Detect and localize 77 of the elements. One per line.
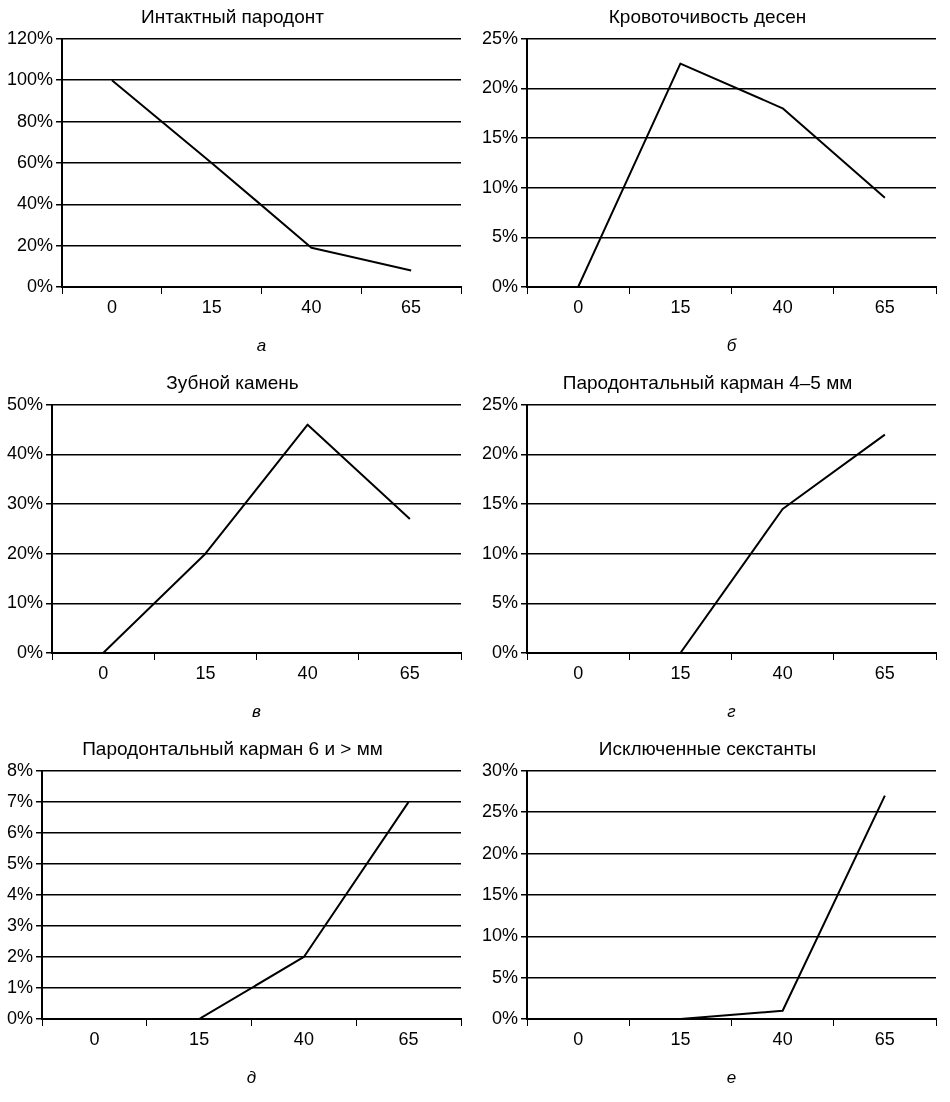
- x-axis-title: г: [727, 701, 736, 721]
- x-tick-label: 0: [573, 662, 584, 683]
- x-tick-label: 0: [89, 1028, 100, 1049]
- y-tick-label: 15%: [482, 127, 519, 148]
- y-tick-label: 3%: [7, 914, 34, 935]
- y-tick-label: 8%: [7, 759, 34, 780]
- y-tick-label: 0%: [492, 275, 519, 296]
- y-tick-label: 6%: [7, 821, 34, 842]
- y-tick-label: 20%: [482, 443, 519, 464]
- y-tick-label: 10%: [482, 542, 519, 563]
- x-tick-label: 15: [670, 662, 691, 683]
- y-tick-label: 10%: [7, 592, 44, 613]
- y-tick-label: 5%: [492, 966, 519, 987]
- y-tick-label: 0%: [492, 1007, 519, 1028]
- y-tick-label: 7%: [7, 790, 34, 811]
- y-tick-label: 60%: [17, 151, 54, 172]
- chart-title: Зубной камень: [166, 371, 299, 393]
- y-tick-label: 25%: [482, 27, 519, 48]
- y-tick-label: 0%: [492, 641, 519, 662]
- y-tick-label: 80%: [17, 110, 54, 131]
- y-tick-label: 0%: [7, 1007, 34, 1028]
- x-tick-label: 0: [573, 1028, 584, 1049]
- x-axis-title: е: [726, 1067, 737, 1087]
- x-tick-label: 40: [297, 662, 318, 683]
- chart-title: Кровоточивость десен: [608, 5, 807, 27]
- x-tick-label: 40: [293, 1028, 314, 1049]
- y-tick-label: 10%: [482, 176, 519, 197]
- x-tick-label: 65: [401, 296, 422, 317]
- y-tick-label: 100%: [6, 69, 54, 90]
- x-axis-title: а: [256, 335, 267, 355]
- x-tick-label: 15: [670, 1028, 691, 1049]
- y-tick-label: 15%: [482, 493, 519, 514]
- x-tick-label: 40: [772, 296, 793, 317]
- x-tick-label: 65: [874, 296, 895, 317]
- x-axis-title: в: [252, 701, 262, 721]
- x-tick-label: 40: [772, 662, 793, 683]
- y-tick-label: 5%: [492, 592, 519, 613]
- y-tick-label: 40%: [17, 193, 54, 214]
- y-tick-label: 20%: [17, 234, 54, 255]
- x-tick-label: 15: [195, 662, 216, 683]
- y-tick-label: 1%: [7, 976, 34, 997]
- x-tick-label: 65: [874, 1028, 895, 1049]
- y-tick-label: 25%: [482, 393, 519, 414]
- y-tick-label: 5%: [492, 226, 519, 247]
- y-tick-label: 30%: [482, 759, 519, 780]
- y-tick-label: 10%: [482, 925, 519, 946]
- x-tick-label: 40: [301, 296, 322, 317]
- x-tick-label: 15: [189, 1028, 210, 1049]
- y-tick-label: 2%: [7, 945, 34, 966]
- x-tick-label: 40: [772, 1028, 793, 1049]
- y-tick-label: 5%: [7, 852, 34, 873]
- chart-title: Пародонтальный карман 6 и > мм: [82, 737, 383, 759]
- y-tick-label: 50%: [7, 393, 44, 414]
- x-axis-title: д: [246, 1067, 257, 1087]
- y-tick-label: 25%: [482, 801, 519, 822]
- chart-title: Интактный пародонт: [141, 5, 325, 27]
- x-tick-label: 0: [106, 296, 117, 317]
- y-tick-label: 20%: [482, 842, 519, 863]
- x-tick-label: 65: [399, 662, 420, 683]
- x-tick-label: 65: [398, 1028, 419, 1049]
- y-tick-label: 0%: [17, 641, 44, 662]
- y-tick-label: 40%: [7, 443, 44, 464]
- y-tick-label: 30%: [7, 493, 44, 514]
- y-tick-label: 20%: [7, 542, 44, 563]
- y-tick-label: 20%: [482, 77, 519, 98]
- x-tick-label: 65: [874, 662, 895, 683]
- y-tick-label: 4%: [7, 883, 34, 904]
- x-tick-label: 0: [573, 296, 584, 317]
- y-tick-label: 15%: [482, 883, 519, 904]
- x-tick-label: 15: [670, 296, 691, 317]
- chart-title: Пародонтальный карман 4–5 мм: [562, 371, 853, 393]
- x-axis-title: б: [726, 335, 738, 355]
- x-tick-label: 15: [201, 296, 222, 317]
- x-tick-label: 0: [98, 662, 109, 683]
- y-tick-label: 120%: [6, 27, 54, 48]
- chart-title: Исключенные секстанты: [598, 737, 817, 759]
- y-tick-label: 0%: [27, 275, 54, 296]
